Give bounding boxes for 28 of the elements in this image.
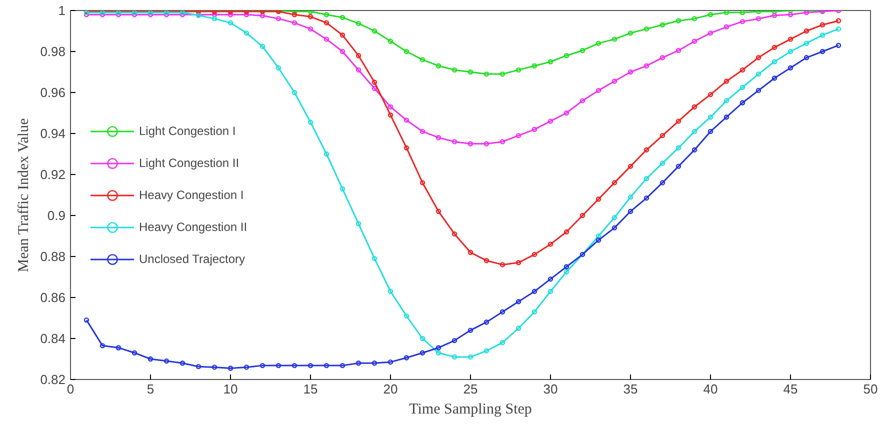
x-tick-label: 20 xyxy=(383,382,398,396)
x-tick-label: 40 xyxy=(703,382,718,396)
legend-label: Unclosed Trajectory xyxy=(139,252,246,266)
x-tick-label: 35 xyxy=(623,382,638,396)
y-tick-label: 0.98 xyxy=(40,44,66,59)
legend-label: Heavy Congestion II xyxy=(139,220,248,234)
legend-label: Light Congestion II xyxy=(139,156,240,170)
y-tick-label: 0.88 xyxy=(40,249,66,264)
x-tick-label: 30 xyxy=(543,382,558,396)
legend-label: Heavy Congestion I xyxy=(139,188,244,202)
y-tick-label: 0.94 xyxy=(40,126,66,141)
x-tick-label: 25 xyxy=(463,382,478,396)
legend-label: Light Congestion I xyxy=(139,124,236,138)
y-tick-label: 1 xyxy=(58,3,66,18)
y-tick-label: 0.92 xyxy=(40,167,66,182)
x-tick-label: 45 xyxy=(783,382,798,396)
x-tick-label: 50 xyxy=(863,382,878,396)
x-tick-label: 10 xyxy=(223,382,238,396)
x-axis-title: Time Sampling Step xyxy=(409,402,532,418)
y-tick-label: 0.86 xyxy=(40,290,66,305)
y-tick-label: 0.82 xyxy=(40,372,66,387)
y-tick-label: 0.84 xyxy=(40,331,66,346)
x-tick-label: 15 xyxy=(303,382,318,396)
y-tick-label: 0.9 xyxy=(47,208,66,223)
x-tick-label: 5 xyxy=(146,382,154,396)
x-tick-label: 0 xyxy=(66,382,74,396)
y-tick-label: 0.96 xyxy=(40,85,66,100)
y-axis-title: Mean Traffic Index Value xyxy=(16,118,32,272)
